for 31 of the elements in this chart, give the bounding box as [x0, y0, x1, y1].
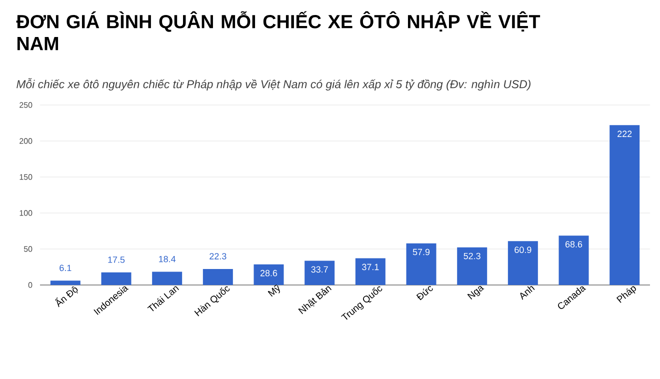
data-label: 22.3 — [210, 253, 226, 260]
data-label: 28.6 — [260, 270, 278, 276]
bar — [406, 243, 436, 285]
bar — [355, 258, 386, 285]
bar — [304, 260, 335, 285]
x-tick-label: Ấn Độ — [55, 286, 78, 308]
bar — [152, 272, 182, 285]
data-label: 60.9 — [514, 246, 532, 254]
bar — [202, 268, 233, 285]
bar — [457, 247, 488, 285]
data-label: 52.3 — [464, 252, 480, 260]
data-label: 68.6 — [565, 241, 582, 248]
x-tick-label: Nga — [467, 286, 484, 300]
bar — [610, 125, 640, 285]
bar — [254, 264, 284, 285]
chart-subtitle: Mỗi chiếc xe ôtô nguyên chiếc từ Pháp nhập về Việt Nam có giá lên xấp xỉ 5 tỷ đồng (Đv: nghìn USD) — [16, 78, 530, 91]
data-label: 17.5 — [108, 256, 125, 263]
data-label: 6.1 — [60, 264, 72, 272]
chart-title: ĐƠN GIÁ BÌNH QUÂN MỖI CHIẾC XE ÔTÔ NHẬP VỀ VIỆT NAM — [16, 11, 540, 50]
data-label: 33.7 — [311, 266, 328, 273]
data-label: 37.1 — [362, 264, 379, 270]
bar — [50, 280, 80, 285]
data-label: 18.4 — [159, 256, 176, 262]
data-label: 57.9 — [412, 248, 430, 256]
data-label: 222 — [618, 130, 632, 137]
bar — [558, 236, 589, 285]
x-tick-label: Anh — [520, 286, 535, 300]
x-tick-label: Đức — [416, 286, 433, 300]
x-tick-label: Mỹ — [268, 284, 280, 297]
bar — [508, 241, 538, 285]
bar — [101, 272, 132, 285]
